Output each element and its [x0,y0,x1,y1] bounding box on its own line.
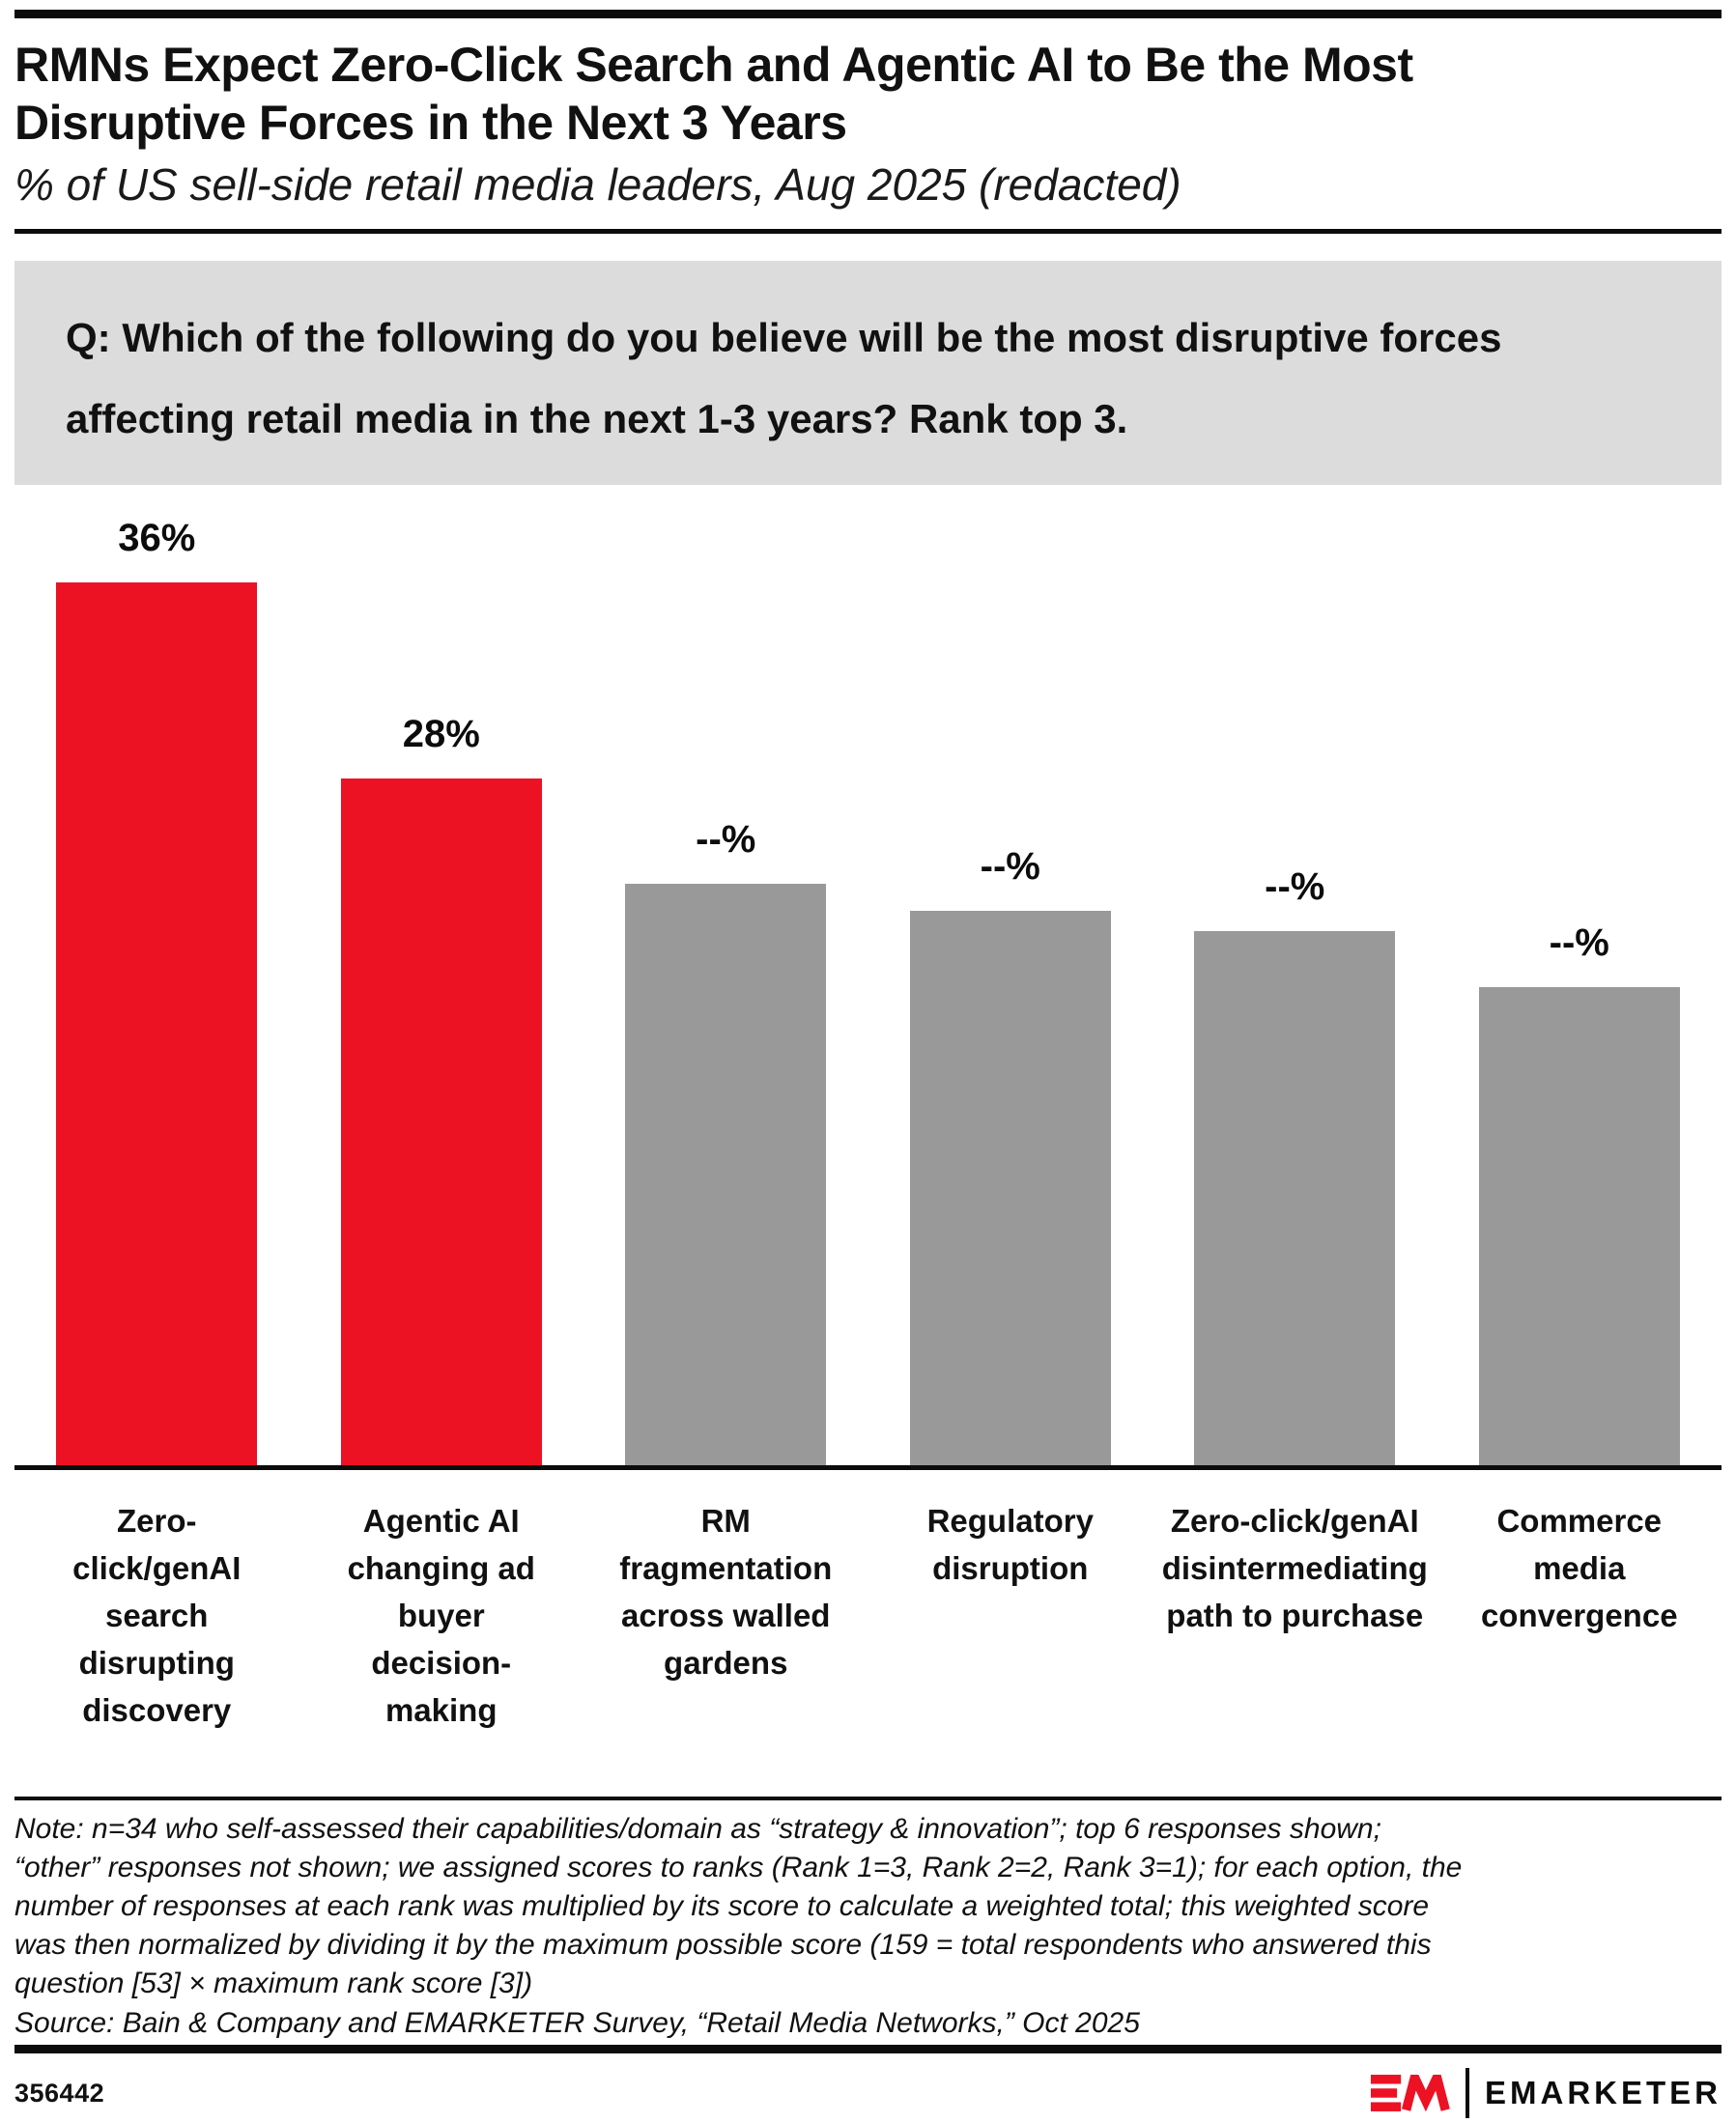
bar-value-label: 36% [118,517,196,559]
category-column: RM fragmentation across walled gardens [583,1497,868,1739]
bar-column: --% [1153,865,1437,1465]
source-text: Source: Bain & Company and EMARKETER Sur… [14,2007,1140,2039]
bar-value-label: --% [696,818,756,861]
page-subtitle: % of US sell-side retail media leaders, … [14,159,1181,210]
page-title: RMNs Expect Zero-Click Search and Agenti… [14,38,1413,150]
bar-value-label: --% [1265,865,1325,908]
category-label: Commerce media convergence [1480,1503,1678,1633]
bar [340,778,542,1465]
emarketer-logo-mark [1370,2075,1450,2111]
header-divider [14,229,1722,234]
bar-column: 36% [14,517,299,1465]
footer: 356442 EMARKETER [14,2068,1722,2118]
category-label: Agentic AI changing ad buyer decision- m… [347,1503,535,1728]
emarketer-wordmark: EMARKETER [1484,2075,1722,2110]
x-axis-line [14,1465,1722,1470]
bar [56,582,258,1465]
emarketer-logo: EMARKETER [1370,2068,1722,2118]
bar-column: --% [583,818,868,1465]
category-label: RM fragmentation across walled gardens [619,1503,833,1681]
category-label: Regulatory disruption [926,1503,1094,1586]
category-column: Zero- click/genAI search disrupting disc… [14,1497,299,1739]
logo-divider [1465,2068,1469,2118]
question-box: Q: Which of the following do you believe… [14,261,1722,485]
bar-column: 28% [299,713,584,1465]
bar [625,884,827,1465]
bar-column: --% [868,845,1153,1465]
bar-value-label: 28% [402,713,480,755]
bar-value-label: --% [1549,921,1609,964]
top-divider [14,10,1722,18]
note-divider [14,1797,1722,1800]
question-text: Q: Which of the following do you believe… [66,315,1502,441]
bottom-divider [14,2045,1722,2053]
bar [1478,987,1680,1465]
bar [1194,931,1396,1465]
category-label: Zero- click/genAI search disrupting disc… [72,1503,242,1728]
note-text: Note: n=34 who self-assessed their capab… [14,1813,1463,1999]
bar-column: --% [1437,921,1722,1465]
bar-value-label: --% [980,845,1040,888]
bar [909,911,1111,1465]
category-column: Regulatory disruption [868,1497,1153,1739]
category-labels-row: Zero- click/genAI search disrupting disc… [14,1497,1722,1739]
category-label: Zero-click/genAI disintermediating path … [1161,1503,1428,1633]
category-column: Commerce media convergence [1437,1497,1722,1739]
chart-id: 356442 [14,2078,105,2108]
bar-chart-plot-area: 36% 28% --% --% --% --% [14,499,1722,1465]
category-column: Zero-click/genAI disintermediating path … [1153,1497,1437,1739]
category-column: Agentic AI changing ad buyer decision- m… [299,1497,584,1739]
